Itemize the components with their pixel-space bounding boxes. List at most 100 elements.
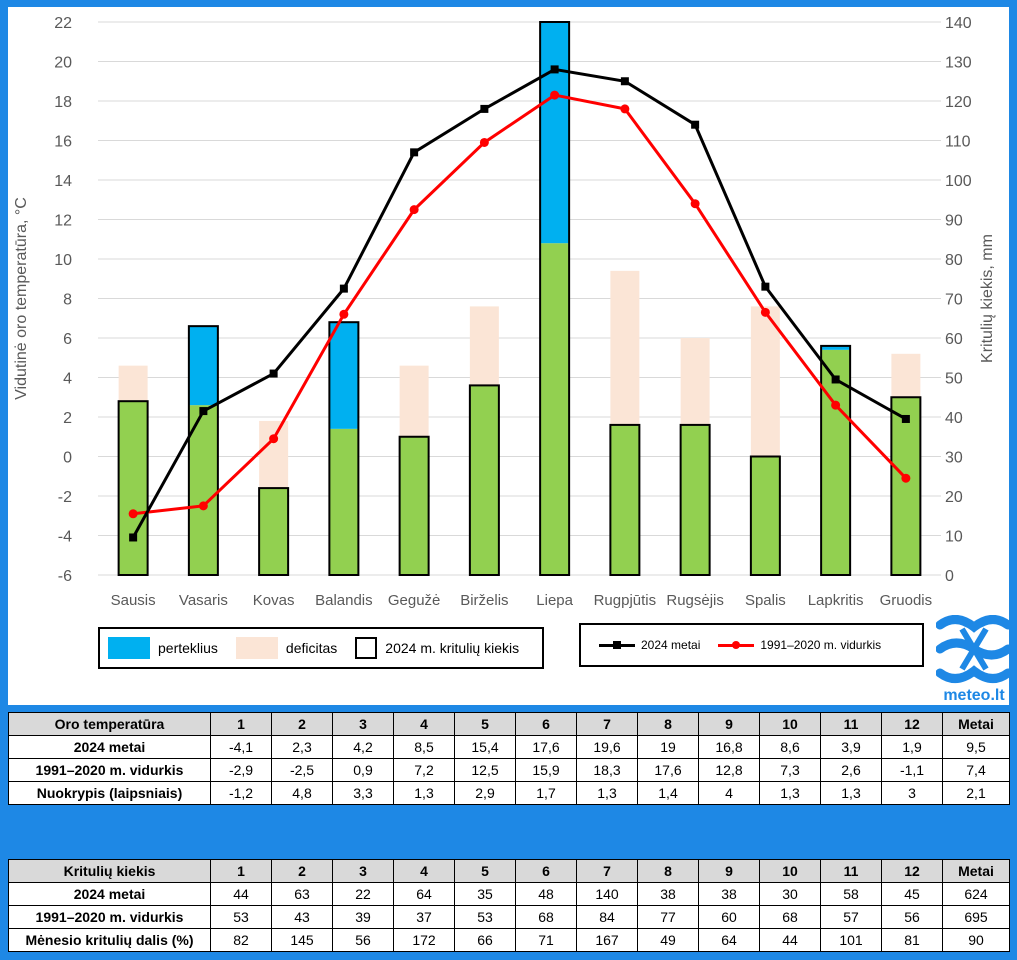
header-cell: 6 — [515, 712, 577, 736]
table-cell: 64 — [393, 882, 455, 906]
temp-2024-point — [620, 77, 629, 86]
table-cell: 38 — [698, 882, 760, 906]
x-tick-label: Vasaris — [179, 592, 228, 609]
x-tick-label: Spalis — [745, 592, 786, 609]
header-cell: 4 — [393, 859, 455, 883]
row-label: 1991–2020 m. vidurkis — [8, 905, 211, 929]
logo-text: meteo.lt — [943, 687, 1005, 704]
table-cell: 84 — [576, 905, 638, 929]
left-tick-label: -6 — [58, 568, 72, 585]
excess-swatch — [108, 637, 150, 659]
precip-total-bar — [890, 396, 922, 576]
legend-excess-label: perteklius — [158, 640, 218, 656]
precip-total-bar — [679, 423, 711, 576]
table-cell: 1,3 — [759, 781, 821, 805]
x-tick-label: Gruodis — [880, 592, 933, 609]
left-tick-label: -4 — [58, 529, 72, 546]
temp-2024-point — [901, 414, 910, 423]
right-tick-label: 50 — [945, 371, 963, 388]
table-cell: 7,3 — [759, 758, 821, 782]
header-cell: 2 — [271, 712, 333, 736]
right-tick-label: 90 — [945, 213, 963, 230]
table-cell: 56 — [881, 905, 943, 929]
table-cell: 56 — [332, 928, 394, 952]
table-cell: 45 — [881, 882, 943, 906]
table-cell: 90 — [942, 928, 1010, 952]
table-cell: 38 — [637, 882, 699, 906]
table-cell: 7,2 — [393, 758, 455, 782]
precip-total-bar — [187, 325, 219, 576]
table-cell: 8,6 — [759, 735, 821, 759]
line-normal-key — [718, 640, 755, 650]
temp-2024-point — [410, 148, 419, 157]
table-cell: 15,9 — [515, 758, 577, 782]
table-cell: 4,2 — [332, 735, 394, 759]
table-cell: 1,4 — [637, 781, 699, 805]
temp-normal-point — [339, 309, 349, 319]
temp-2024-point — [831, 375, 840, 384]
table-cell: 145 — [271, 928, 333, 952]
temp-normal-point — [269, 434, 279, 444]
row-label: Mėnesio kritulių dalis (%) — [8, 928, 211, 952]
temp-normal-point — [901, 473, 911, 483]
normal-part-bar — [259, 488, 289, 575]
header-cell: 12 — [881, 859, 943, 883]
temp-2024-point — [339, 284, 348, 293]
left-tick-label: 0 — [63, 450, 72, 467]
table-cell: 81 — [881, 928, 943, 952]
table-cell: 18,3 — [576, 758, 638, 782]
precip-legend: perteklius deficitas 2024 m. kritulių ki… — [98, 627, 544, 669]
table-cell: -2,9 — [210, 758, 272, 782]
table-cell: 19,6 — [576, 735, 638, 759]
excess-bar — [188, 326, 218, 406]
header-cell: 1 — [210, 859, 272, 883]
temp-2024-point — [691, 120, 700, 129]
left-tick-label: 14 — [54, 173, 72, 190]
left-tick-label: 6 — [63, 331, 72, 348]
y-right-label: Kritulių kiekis, mm — [979, 234, 996, 363]
table-cell: 22 — [332, 882, 394, 906]
x-tick-label: Rugpjūtis — [594, 592, 657, 609]
table-cell: 3 — [881, 781, 943, 805]
line-2024-key — [599, 640, 635, 650]
table-cell: 35 — [454, 882, 516, 906]
x-tick-label: Sausis — [111, 592, 156, 609]
total-swatch — [355, 637, 378, 659]
deficit-bar — [610, 270, 640, 425]
table-cell: 49 — [637, 928, 699, 952]
header-cell: 7 — [576, 859, 638, 883]
table-row: 1991–2020 m. vidurkis -2,9 -2,5 0,9 7,2 12,5 1… — [8, 758, 1010, 782]
table-cell: 2,6 — [820, 758, 882, 782]
x-tick-label: Lapkritis — [808, 592, 864, 609]
table-cell: 12,8 — [698, 758, 760, 782]
header-cell: Metai — [942, 859, 1010, 883]
grid-lines — [98, 21, 941, 576]
precip-table-body: 2024 metai 44 63 22 64 35 48 140 38 38 30 58 45 624 19… — [8, 882, 1010, 952]
precip-total-bar — [749, 455, 781, 576]
table-cell: 3,9 — [820, 735, 882, 759]
normal-part-bar — [540, 243, 570, 575]
table-cell: 3,3 — [332, 781, 394, 805]
right-tick-label: 130 — [945, 55, 972, 72]
temp-normal-point — [550, 90, 560, 100]
precip-total-bar — [468, 384, 500, 576]
temp-normal-point — [479, 137, 489, 147]
table-row: Nuokrypis (laipsniais) -1,2 4,8 3,3 1,3 2,9 1,… — [8, 781, 1010, 805]
table-cell: 30 — [759, 882, 821, 906]
table-cell: 4,8 — [271, 781, 333, 805]
table-cell: 57 — [820, 905, 882, 929]
normal-part-bar — [750, 456, 780, 575]
excess-bar — [821, 345, 851, 350]
table-cell: 12,5 — [454, 758, 516, 782]
table-cell: 37 — [393, 905, 455, 929]
table-cell: 16,8 — [698, 735, 760, 759]
header-cell: 7 — [576, 712, 638, 736]
precip-total-bar — [820, 344, 852, 576]
precip-total-bar — [539, 21, 571, 576]
logo-icon — [935, 615, 1013, 683]
header-cell: 3 — [332, 712, 394, 736]
deficit-bar — [118, 365, 148, 402]
table-cell: -1,1 — [881, 758, 943, 782]
temp-2024-point — [550, 65, 559, 74]
table-cell: 39 — [332, 905, 394, 929]
